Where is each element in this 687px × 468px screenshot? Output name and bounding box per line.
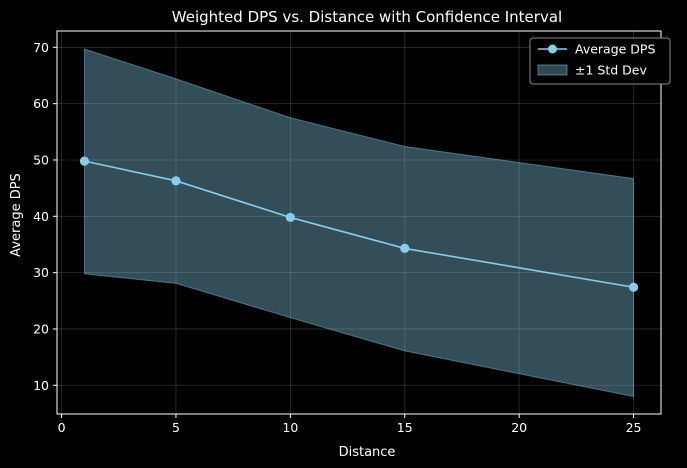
std-dev-band — [83, 48, 635, 398]
y-tick-label: 70 — [33, 40, 49, 55]
x-tick-label: 15 — [397, 420, 413, 435]
y-tick-label: 50 — [33, 152, 49, 167]
confidence-band-layer — [83, 48, 635, 398]
y-tick-label: 10 — [33, 378, 49, 393]
y-axis-label: Average DPS — [9, 173, 24, 257]
y-tick-label: 60 — [33, 96, 49, 111]
x-tick-label: 5 — [172, 420, 180, 435]
grid-lines — [57, 31, 661, 414]
legend: Average DPS ±1 Std Dev — [529, 37, 671, 85]
y-tick-label: 30 — [33, 265, 49, 280]
legend-marker-swatch — [548, 44, 557, 54]
legend-entry-average-dps: Average DPS — [575, 42, 655, 57]
x-tick-label: 25 — [626, 420, 642, 435]
average-dps-point — [400, 243, 410, 254]
x-tick-label: 0 — [58, 420, 66, 435]
average-dps-point — [285, 212, 295, 223]
legend-entry-std-dev: ±1 Std Dev — [575, 63, 647, 78]
legend-band-swatch — [537, 64, 568, 76]
y-tick-label: 40 — [33, 209, 49, 224]
x-tick-label: 10 — [282, 420, 298, 435]
x-axis-label: Distance — [339, 445, 396, 460]
x-tick-label: 20 — [511, 420, 527, 435]
plot-frame — [56, 30, 662, 415]
average-dps-point — [171, 176, 181, 186]
series-layer — [79, 156, 639, 292]
chart-title: Weighted DPS vs. Distance with Confidenc… — [172, 8, 562, 26]
tick-layer: 0 5 10 15 20 25 10 20 30 40 50 60 70 — [33, 40, 641, 435]
average-dps-point — [79, 156, 90, 166]
average-dps-point — [628, 282, 639, 292]
y-tick-label: 20 — [33, 321, 49, 336]
